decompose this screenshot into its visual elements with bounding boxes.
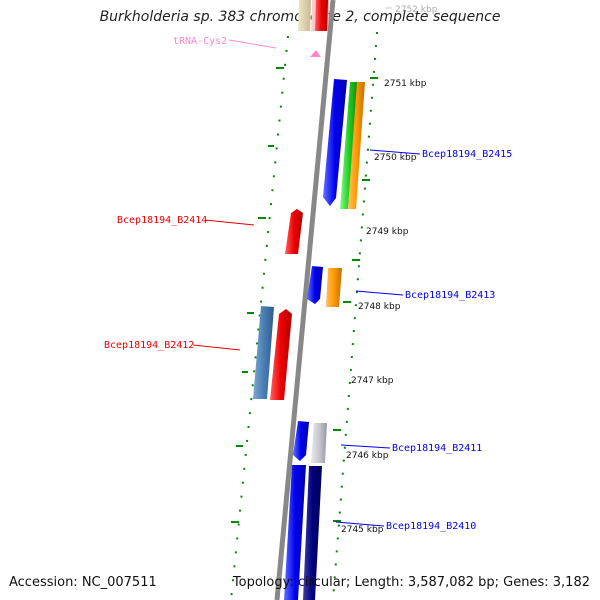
tick-label: 2746 kbp <box>346 451 389 461</box>
label-leaders <box>192 39 421 527</box>
gene-partial-tan[interactable] <box>298 0 311 31</box>
gene-b2412[interactable] <box>270 309 292 400</box>
topology-text: Topology: circular; Length: 3,587,082 bp… <box>232 575 590 590</box>
gene-partial-red[interactable] <box>315 0 328 31</box>
gene-blue-long[interactable] <box>284 465 306 600</box>
gene-gray[interactable] <box>311 423 327 463</box>
gene-orange-1[interactable] <box>348 82 365 209</box>
tick-label: 2745 kbp <box>341 525 384 535</box>
trna-marker[interactable] <box>310 50 321 57</box>
gene-b2410-navy[interactable] <box>303 466 322 600</box>
gene-label-b2412[interactable]: Bcep18194_B2412 <box>104 340 194 351</box>
gene-green[interactable] <box>340 82 358 209</box>
gene-b2413-orange[interactable] <box>326 268 342 307</box>
gene-b2414[interactable] <box>285 209 303 254</box>
tick-label: 2752 kbp <box>395 5 438 15</box>
tick-label: 2747 kbp <box>351 376 394 386</box>
tick-label: 2748 kbp <box>358 302 401 312</box>
gene-label-b2411[interactable]: Bcep18194_B2411 <box>392 443 482 454</box>
tick-label: 2749 kbp <box>366 227 409 237</box>
gc-skew-marks <box>231 67 378 523</box>
gene-steel[interactable] <box>253 306 274 399</box>
chromosome-backbone <box>274 0 336 600</box>
gene-label-b2414[interactable]: Bcep18194_B2414 <box>117 215 207 226</box>
tick-label: 2750 kbp <box>374 153 417 163</box>
gene-label-b2415[interactable]: Bcep18194_B2415 <box>422 149 512 160</box>
gene-b2415-blue[interactable] <box>323 79 347 206</box>
tick-label: 2751 kbp <box>384 79 427 89</box>
kbp-scale: 2752 kbp 2751 kbp 2750 kbp 2749 kbp 2748… <box>341 5 438 535</box>
trna-label[interactable]: tRNA-Cys2 <box>173 36 227 47</box>
gene-label-b2413[interactable]: Bcep18194_B2413 <box>405 290 495 301</box>
gene-label-b2410[interactable]: Bcep18194_B2410 <box>386 521 476 532</box>
accession-text: Accession: NC_007511 <box>9 575 157 590</box>
gene-b2411-blue[interactable] <box>293 421 309 461</box>
gene-blue-small[interactable] <box>307 266 323 304</box>
